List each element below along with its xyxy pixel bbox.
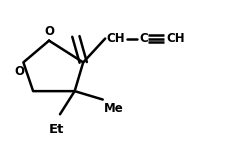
Text: CH: CH	[106, 32, 125, 45]
Text: O: O	[44, 25, 54, 38]
Text: Et: Et	[49, 123, 64, 136]
Text: CH: CH	[166, 32, 185, 45]
Text: O: O	[15, 65, 25, 78]
Text: Me: Me	[104, 102, 124, 115]
Text: C: C	[139, 32, 148, 45]
